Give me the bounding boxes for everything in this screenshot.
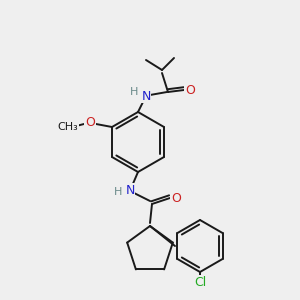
Text: N: N	[125, 184, 135, 196]
Text: O: O	[185, 83, 195, 97]
Text: N: N	[141, 89, 151, 103]
Text: Cl: Cl	[194, 275, 206, 289]
Text: O: O	[85, 116, 95, 130]
Text: O: O	[171, 191, 181, 205]
Text: H: H	[130, 87, 138, 97]
Text: CH₃: CH₃	[58, 122, 78, 132]
Text: H: H	[114, 187, 122, 197]
